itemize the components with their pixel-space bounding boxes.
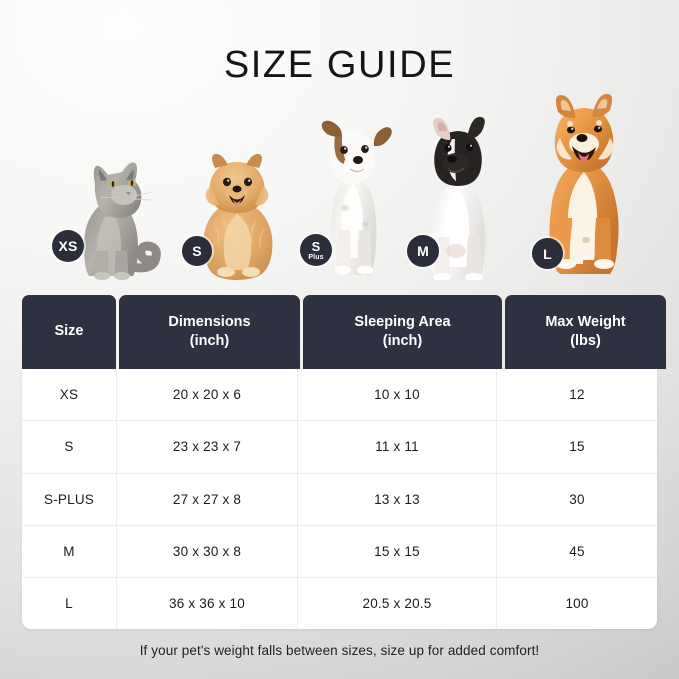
jack-russell-illustration bbox=[321, 120, 392, 275]
table-row: S 23 x 23 x 7 11 x 11 15 bbox=[22, 420, 657, 473]
cell-max-weight: 45 bbox=[496, 525, 657, 578]
table-header-max-weight: Max Weight (lbs) bbox=[505, 295, 666, 369]
cell-size: S bbox=[64, 439, 74, 455]
size-badge-label: M bbox=[417, 243, 429, 259]
animal-slot-xs: XS bbox=[52, 155, 172, 280]
size-badge-label: S bbox=[192, 243, 202, 259]
animal-slot-l: L bbox=[520, 94, 648, 280]
cell-max-weight: 12 bbox=[496, 369, 657, 421]
cell-sleeping-area: 13 x 13 bbox=[297, 473, 496, 525]
size-badge-xs: XS bbox=[52, 230, 84, 262]
table-body: XS 20 x 20 x 6 10 x 10 12 S 23 x 23 x 7 … bbox=[22, 369, 657, 630]
size-badge-label: L bbox=[543, 245, 552, 262]
size-guide-table: Size Dimensions (inch) Sleeping Area (in… bbox=[22, 295, 666, 630]
table-row: L 36 x 36 x 10 20.5 x 20.5 100 bbox=[22, 577, 657, 630]
table-header-size: Size bbox=[22, 295, 116, 369]
animal-illustration-row: XS bbox=[0, 80, 679, 280]
size-badge-sublabel: Plus bbox=[308, 253, 324, 261]
size-badge-label: S bbox=[311, 238, 321, 254]
shiba-inu-illustration bbox=[549, 94, 619, 274]
cat-illustration bbox=[84, 162, 161, 280]
size-badge-l: L bbox=[532, 238, 563, 269]
footer-note: If your pet's weight falls between sizes… bbox=[139, 643, 540, 658]
size-badge-m: M bbox=[407, 235, 439, 267]
animal-slot-s-plus: S Plus bbox=[300, 112, 405, 280]
table-row: XS 20 x 20 x 6 10 x 10 12 bbox=[22, 369, 657, 421]
cell-dimensions: 20 x 20 x 6 bbox=[116, 369, 297, 421]
cell-max-weight: 30 bbox=[496, 473, 657, 525]
cell-sleeping-area: 11 x 11 bbox=[297, 421, 496, 473]
pomeranian-illustration bbox=[203, 153, 273, 280]
cell-max-weight: 100 bbox=[496, 578, 657, 630]
table-header-row: Size Dimensions (inch) Sleeping Area (in… bbox=[22, 295, 666, 369]
table-header-max-weight-line2: (lbs) bbox=[570, 333, 601, 349]
cell-size: L bbox=[65, 596, 73, 612]
size-badge-label: XS bbox=[58, 238, 78, 254]
cell-dimensions: 36 x 36 x 10 bbox=[116, 578, 297, 630]
cell-max-weight: 15 bbox=[496, 421, 657, 473]
size-badge-s-plus: S Plus bbox=[300, 234, 332, 266]
cell-sleeping-area: 15 x 15 bbox=[297, 525, 496, 578]
table-header-dimensions-line2: (inch) bbox=[189, 333, 230, 349]
cell-sleeping-area: 10 x 10 bbox=[297, 369, 496, 421]
table-header-size-line1: Size bbox=[54, 323, 84, 340]
table-header-dimensions-line1: Dimensions bbox=[168, 313, 251, 330]
animal-slot-s: S bbox=[182, 152, 292, 280]
table-header-sleeping-area-line1: Sleeping Area bbox=[354, 313, 451, 330]
animal-slot-m: M bbox=[405, 117, 515, 280]
table-row: M 30 x 30 x 8 15 x 15 45 bbox=[22, 524, 657, 578]
table-header-max-weight-line1: Max Weight bbox=[545, 313, 626, 330]
table-row: S-PLUS 27 x 27 x 8 13 x 13 30 bbox=[22, 472, 657, 525]
size-badge-s: S bbox=[182, 236, 212, 266]
cell-dimensions: 30 x 30 x 8 bbox=[116, 525, 297, 578]
cell-sleeping-area: 20.5 x 20.5 bbox=[297, 578, 496, 630]
table-header-sleeping-area-line2: (inch) bbox=[382, 333, 423, 349]
table-header-sleeping-area: Sleeping Area (inch) bbox=[303, 295, 502, 369]
cell-size: XS bbox=[59, 387, 79, 403]
cell-dimensions: 23 x 23 x 7 bbox=[116, 421, 297, 473]
cell-dimensions: 27 x 27 x 8 bbox=[116, 473, 297, 525]
table-header-dimensions: Dimensions (inch) bbox=[119, 295, 300, 369]
page-title: SIZE GUIDE bbox=[223, 44, 456, 86]
cell-size: S-PLUS bbox=[44, 491, 94, 507]
cell-size: M bbox=[63, 544, 75, 560]
